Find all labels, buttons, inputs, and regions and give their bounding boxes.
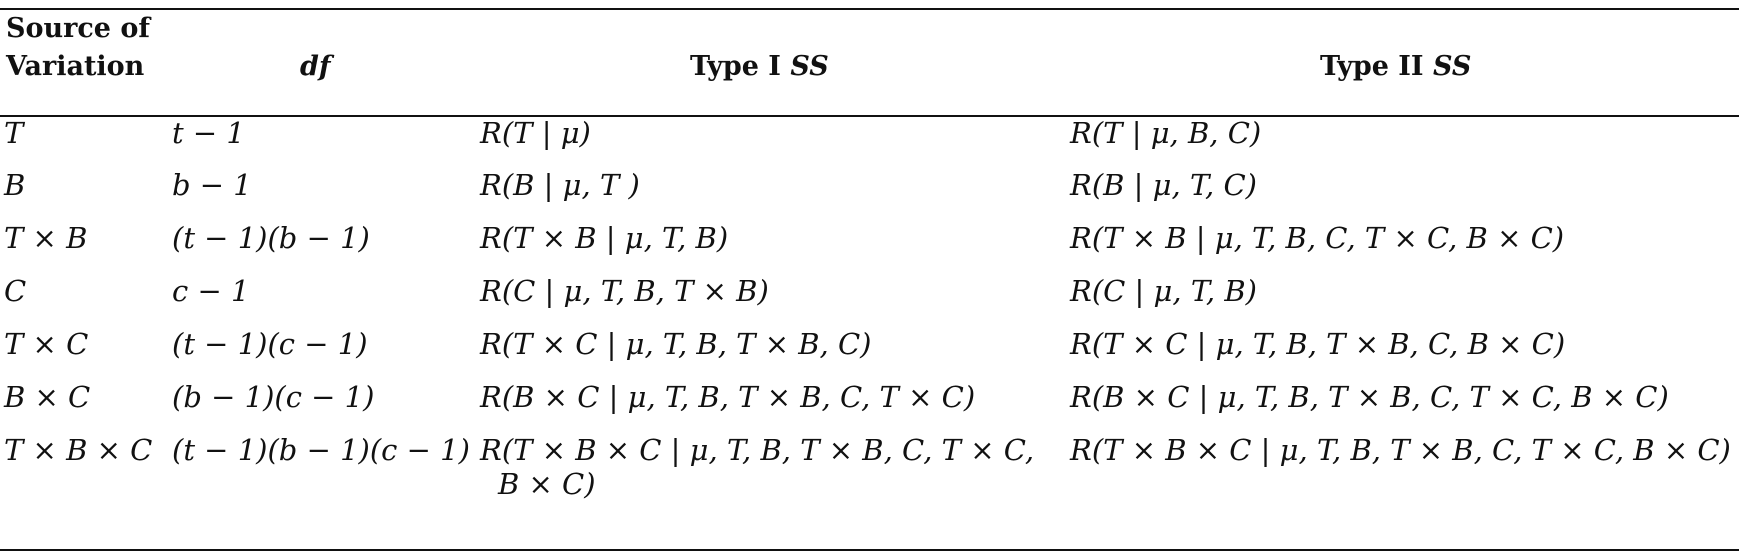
row-source: C: [4, 274, 27, 308]
row-type2-ss: R(B × C | μ, T, B, T × B, C, T × C, B × …: [1070, 380, 1669, 414]
header-row: Source of Variation df Type I SS Type II…: [0, 10, 1739, 102]
row-df: t − 1: [172, 116, 245, 150]
row-type2-ss: R(T × B × C | μ, T, B, T × B, C, T × C, …: [1070, 433, 1731, 467]
header-type1-prefix: Type I: [690, 51, 791, 82]
row-source: T × B × C: [4, 433, 153, 467]
anova-table: Source of Variation df Type I SS Type II…: [0, 10, 1739, 523]
row-df: (t − 1)(b − 1): [172, 221, 370, 255]
row-type1-ss: R(T × C | μ, T, B, T × B, C): [480, 327, 872, 361]
bottom-rule: [0, 549, 1739, 551]
top-rule: [0, 8, 1739, 10]
header-type-1-ss: Type I SS: [480, 10, 1070, 102]
header-type-2-ss: Type II SS: [1070, 10, 1739, 102]
table-row: T t − 1 R(T | μ) R(T | μ, B, C): [0, 102, 1739, 168]
row-type1-ss-line2: B × C): [498, 467, 596, 501]
table-row: B b − 1 R(B | μ, T ) R(B | μ, T, C): [0, 168, 1739, 221]
row-type2-ss: R(B | μ, T, C): [1070, 168, 1257, 202]
row-type1-ss: R(B × C | μ, T, B, T × B, C, T × C): [480, 380, 976, 414]
row-type1-ss: R(T × B × C | μ, T, B, T × B, C, T × C, …: [480, 433, 1070, 523]
header-type2-prefix: Type II: [1320, 51, 1433, 82]
table-row: T × B (t − 1)(b − 1) R(T × B | μ, T, B) …: [0, 221, 1739, 274]
header-rule: [0, 115, 1739, 117]
row-type2-ss: R(T | μ, B, C): [1070, 116, 1262, 150]
row-type1-ss: R(T | μ): [480, 116, 591, 150]
row-df: b − 1: [172, 168, 252, 202]
row-type2-ss: R(T × C | μ, T, B, T × B, C, B × C): [1070, 327, 1566, 361]
row-type1-ss: R(C | μ, T, B, T × B): [480, 274, 769, 308]
row-df: (b − 1)(c − 1): [172, 380, 375, 414]
row-type2-ss: R(C | μ, T, B): [1070, 274, 1257, 308]
header-type2-suffix: SS: [1432, 51, 1472, 82]
header-source-line2: Variation: [6, 51, 145, 82]
header-type1-suffix: SS: [790, 51, 829, 82]
row-source: B: [4, 168, 26, 202]
row-type1-ss: R(B | μ, T ): [480, 168, 640, 202]
row-source: T × C: [4, 327, 89, 361]
table-row: B × C (b − 1)(c − 1) R(B × C | μ, T, B, …: [0, 380, 1739, 433]
row-df: (t − 1)(c − 1): [172, 327, 368, 361]
row-type1-ss: R(T × B | μ, T, B): [480, 221, 729, 255]
row-df: c − 1: [172, 274, 250, 308]
row-source: T × B: [4, 221, 88, 255]
row-type1-ss-line1: R(T × B × C | μ, T, B, T × B, C, T × C,: [480, 433, 1035, 467]
table-row: C c − 1 R(C | μ, T, B, T × B) R(C | μ, T…: [0, 274, 1739, 327]
header-df: df: [300, 51, 331, 82]
header-source-line1: Source of: [6, 13, 151, 44]
table-row: T × C (t − 1)(c − 1) R(T × C | μ, T, B, …: [0, 327, 1739, 380]
row-source: T: [4, 116, 24, 150]
row-source: B × C: [4, 380, 91, 414]
row-type2-ss: R(T × B | μ, T, B, C, T × C, B × C): [1070, 221, 1565, 255]
header-source-of-variation: Source of Variation: [0, 10, 160, 102]
row-df: (t − 1)(b − 1)(c − 1): [172, 433, 470, 467]
table-row: T × B × C (t − 1)(b − 1)(c − 1) R(T × B …: [0, 433, 1739, 523]
